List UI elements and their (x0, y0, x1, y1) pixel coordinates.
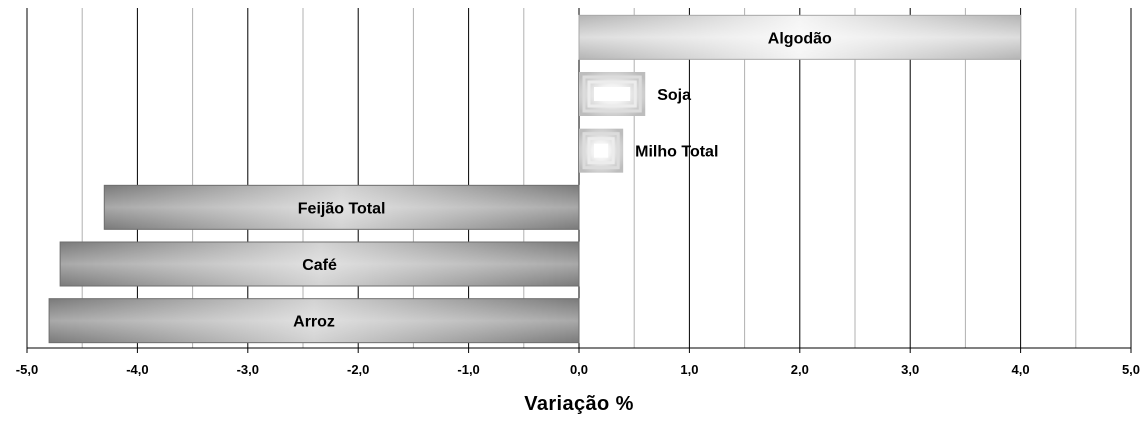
x-axis: -5,0 -4,0 -3,0 -2,0 -1,0 0,0 1,0 2,0 3,0 4,0 5,0 (16, 347, 1140, 377)
bar-algod-o (578, 14, 1022, 60)
bar-label: Café (302, 257, 337, 274)
bar-soja (579, 72, 646, 116)
bar-caf- (59, 241, 580, 287)
bar-feij-o-total (103, 184, 580, 230)
bar-sheen (104, 185, 579, 230)
bar-outline (59, 241, 580, 287)
x-tick-label: -4,0 (126, 362, 148, 377)
bar-outline (48, 298, 580, 344)
bar-sheen (60, 242, 580, 286)
bar-arroz (48, 298, 580, 344)
bar-sheen (579, 15, 1021, 60)
bar-highlight (594, 87, 631, 101)
x-tick-label: -5,0 (16, 362, 38, 377)
bar-bevel (582, 75, 642, 113)
x-tick-label: 1,0 (680, 362, 698, 377)
x-tick-label: -3,0 (237, 362, 259, 377)
bar-labels: Algodão Soja Milho Total Feijão Total Café Ar… (293, 30, 832, 330)
bar-label: Algodão (768, 30, 832, 47)
x-axis-title: Variação % (524, 393, 634, 415)
bar-bevel (587, 137, 615, 165)
bar-bevel (587, 80, 637, 108)
bar-label: Feijão Total (298, 200, 386, 217)
x-tick-label: 4,0 (1012, 362, 1030, 377)
bar-sheen (49, 298, 579, 343)
bar-highlight (594, 143, 609, 158)
bar-bevel (582, 132, 620, 170)
bars (48, 14, 1022, 344)
x-tick-label: 0,0 (570, 362, 588, 377)
bar-label: Arroz (293, 314, 335, 331)
x-tick-label: 3,0 (901, 362, 919, 377)
bar-outline (103, 184, 580, 230)
x-tick-label: -1,0 (457, 362, 479, 377)
bar-label: Milho Total (635, 144, 718, 161)
bar-outline (578, 14, 1022, 60)
x-tick-label: 2,0 (791, 362, 809, 377)
grid-lines (26, 8, 1132, 348)
x-tick-label: -2,0 (347, 362, 369, 377)
bar-milho-total (579, 128, 624, 173)
bar-label: Soja (657, 87, 691, 104)
x-tick-label: 5,0 (1122, 362, 1140, 377)
